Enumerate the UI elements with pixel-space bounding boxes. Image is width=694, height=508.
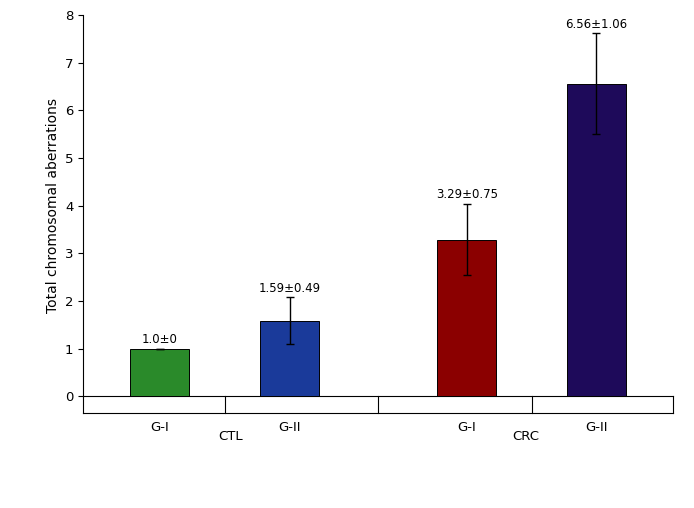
Bar: [260, 321, 319, 396]
Text: 1.0±0: 1.0±0: [142, 333, 178, 346]
Bar: [130, 348, 189, 396]
Bar: [437, 240, 496, 396]
Bar: [567, 84, 626, 396]
Text: CTL: CTL: [219, 430, 243, 442]
Text: 1.59±0.49: 1.59±0.49: [259, 282, 321, 295]
Legend: CTL G-I, CRC G-I, CTL G-II, CRC G-II: CTL G-I, CRC G-I, CTL G-II, CRC G-II: [90, 505, 282, 508]
Text: CRC: CRC: [512, 430, 539, 442]
Y-axis label: Total chromosomal aberrations: Total chromosomal aberrations: [46, 98, 60, 313]
Text: 6.56±1.06: 6.56±1.06: [566, 18, 627, 31]
Text: 3.29±0.75: 3.29±0.75: [436, 188, 498, 202]
